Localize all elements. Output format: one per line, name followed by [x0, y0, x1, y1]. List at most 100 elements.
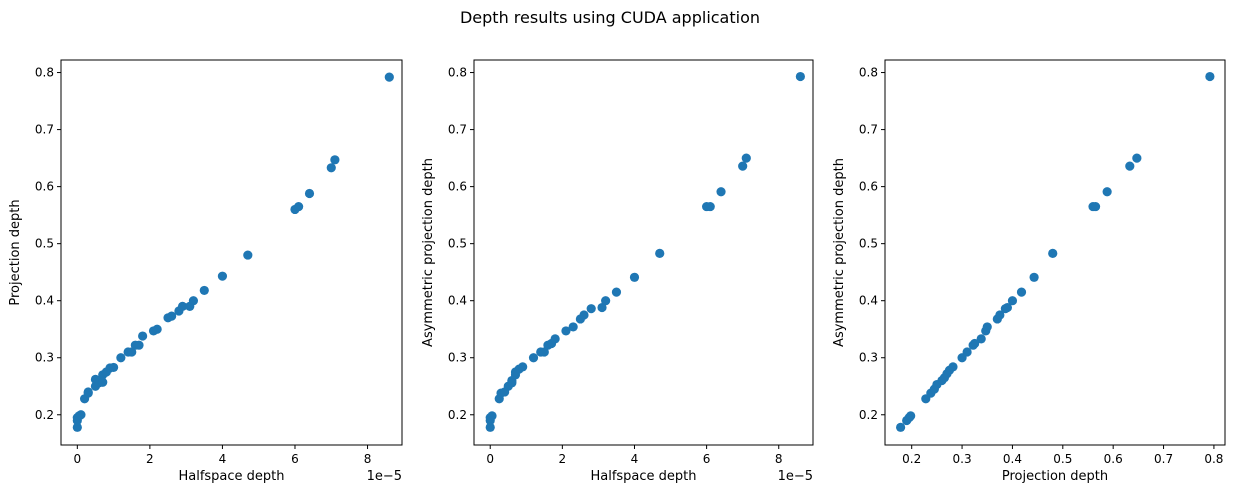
subplot-1: 0 2 4 6 8 0.2 0.3 0.4 0.5 0.6 0.7 0.8 Halfspace dept… [8, 59, 403, 484]
x-axis-label: Halfspace depth [178, 469, 284, 484]
data-point [948, 362, 958, 372]
data-point [330, 155, 340, 165]
data-point [1007, 296, 1018, 306]
x-tick-label: 4 [219, 452, 227, 466]
y-tick-label: 0.4 [859, 294, 878, 308]
data-point [76, 410, 86, 420]
x-tick-label: 6 [291, 452, 299, 466]
y-tick-label: 0.6 [448, 180, 467, 194]
data-point [217, 271, 228, 281]
data-point [705, 201, 715, 212]
y-tick-label: 0.2 [35, 408, 54, 422]
figure-title: Depth results using CUDA application [460, 8, 760, 27]
data-point [611, 287, 622, 297]
data-point [741, 153, 751, 163]
data-point [1205, 71, 1215, 82]
data-point [152, 324, 162, 334]
data-point [326, 163, 336, 173]
data-point [1102, 187, 1112, 197]
data-point [962, 347, 972, 357]
y-tick-label: 0.2 [448, 408, 467, 422]
data-point [83, 387, 93, 397]
y-axis-label: Asymmetric projection depth [421, 158, 436, 347]
data-point [72, 422, 82, 432]
data-point [550, 334, 560, 344]
data-point [199, 285, 209, 296]
data-point [384, 72, 394, 82]
data-point [896, 422, 906, 432]
subplot-3: 0.2 0.3 0.4 0.5 0.6 0.7 0.8 0.2 0.3 0.4 0.5 0.6 0.7 0… [832, 59, 1226, 484]
x-tick-label: 4 [631, 452, 639, 466]
data-point [507, 378, 517, 388]
data-point [134, 340, 144, 350]
data-point [539, 347, 549, 357]
y-tick-label: 0.5 [859, 237, 878, 251]
y-axis-label: Asymmetric projection depth [832, 158, 847, 347]
subplot-2: 0 2 4 6 8 0.2 0.3 0.4 0.5 0.6 0.7 0.8 Halfspace dept… [421, 59, 814, 484]
data-point [601, 296, 611, 306]
data-point [1029, 272, 1039, 282]
x-tick-label: 0 [74, 452, 82, 466]
y-tick-label: 0.3 [448, 351, 467, 365]
data-point [1048, 248, 1058, 258]
y-tick-label: 0.7 [35, 123, 54, 137]
data-point [138, 331, 148, 341]
data-point [1016, 287, 1027, 297]
data-point [738, 161, 748, 171]
x-tick-label: 0 [486, 452, 494, 466]
y-tick-label: 0.5 [448, 237, 467, 251]
y-tick-label: 0.6 [35, 180, 54, 194]
axes-frame [60, 59, 403, 446]
data-point [127, 347, 137, 357]
data-point [294, 201, 304, 212]
data-point [1090, 201, 1101, 212]
y-tick-label: 0.4 [35, 294, 54, 308]
x-offset-text: 1e−5 [778, 469, 813, 484]
data-point [568, 322, 578, 332]
x-tick-label: 2 [146, 452, 154, 466]
data-point [116, 353, 126, 363]
data-point [518, 362, 528, 372]
data-point [109, 362, 119, 373]
x-tick-label: 8 [775, 452, 783, 466]
y-tick-label: 0.2 [859, 408, 878, 422]
data-point [976, 334, 986, 344]
x-tick-label: 0.3 [953, 452, 972, 466]
x-tick-label: 0.8 [1204, 452, 1223, 466]
data-point [243, 250, 253, 260]
x-tick-label: 0.4 [1003, 452, 1022, 466]
x-tick-label: 0.6 [1104, 452, 1123, 466]
data-point [167, 311, 177, 321]
data-point [485, 422, 495, 432]
data-point [304, 188, 315, 199]
data-point [995, 310, 1005, 320]
data-point [629, 272, 640, 282]
x-tick-label: 8 [364, 452, 372, 466]
y-tick-label: 0.3 [35, 351, 54, 365]
data-point [982, 322, 992, 332]
y-tick-label: 0.4 [448, 294, 467, 308]
data-point [716, 187, 726, 197]
y-tick-label: 0.5 [35, 237, 54, 251]
data-point [561, 326, 571, 336]
y-tick-label: 0.7 [448, 123, 467, 137]
y-tick-label: 0.8 [35, 66, 54, 80]
y-tick-label: 0.8 [448, 66, 467, 80]
axes-frame [473, 59, 814, 446]
y-axis-label: Projection depth [8, 199, 23, 305]
x-axis-label: Halfspace depth [590, 469, 696, 484]
data-point [970, 338, 980, 349]
data-point [528, 353, 539, 363]
x-tick-label: 0.7 [1154, 452, 1173, 466]
data-point [487, 411, 497, 421]
data-point [655, 248, 665, 258]
y-tick-label: 0.8 [859, 66, 878, 80]
data-point [177, 301, 188, 311]
x-offset-text: 1e−5 [367, 469, 402, 484]
data-point [795, 71, 805, 82]
data-point [586, 304, 596, 314]
y-tick-label: 0.6 [859, 180, 878, 194]
data-point [1132, 153, 1142, 163]
data-point [1002, 302, 1013, 313]
